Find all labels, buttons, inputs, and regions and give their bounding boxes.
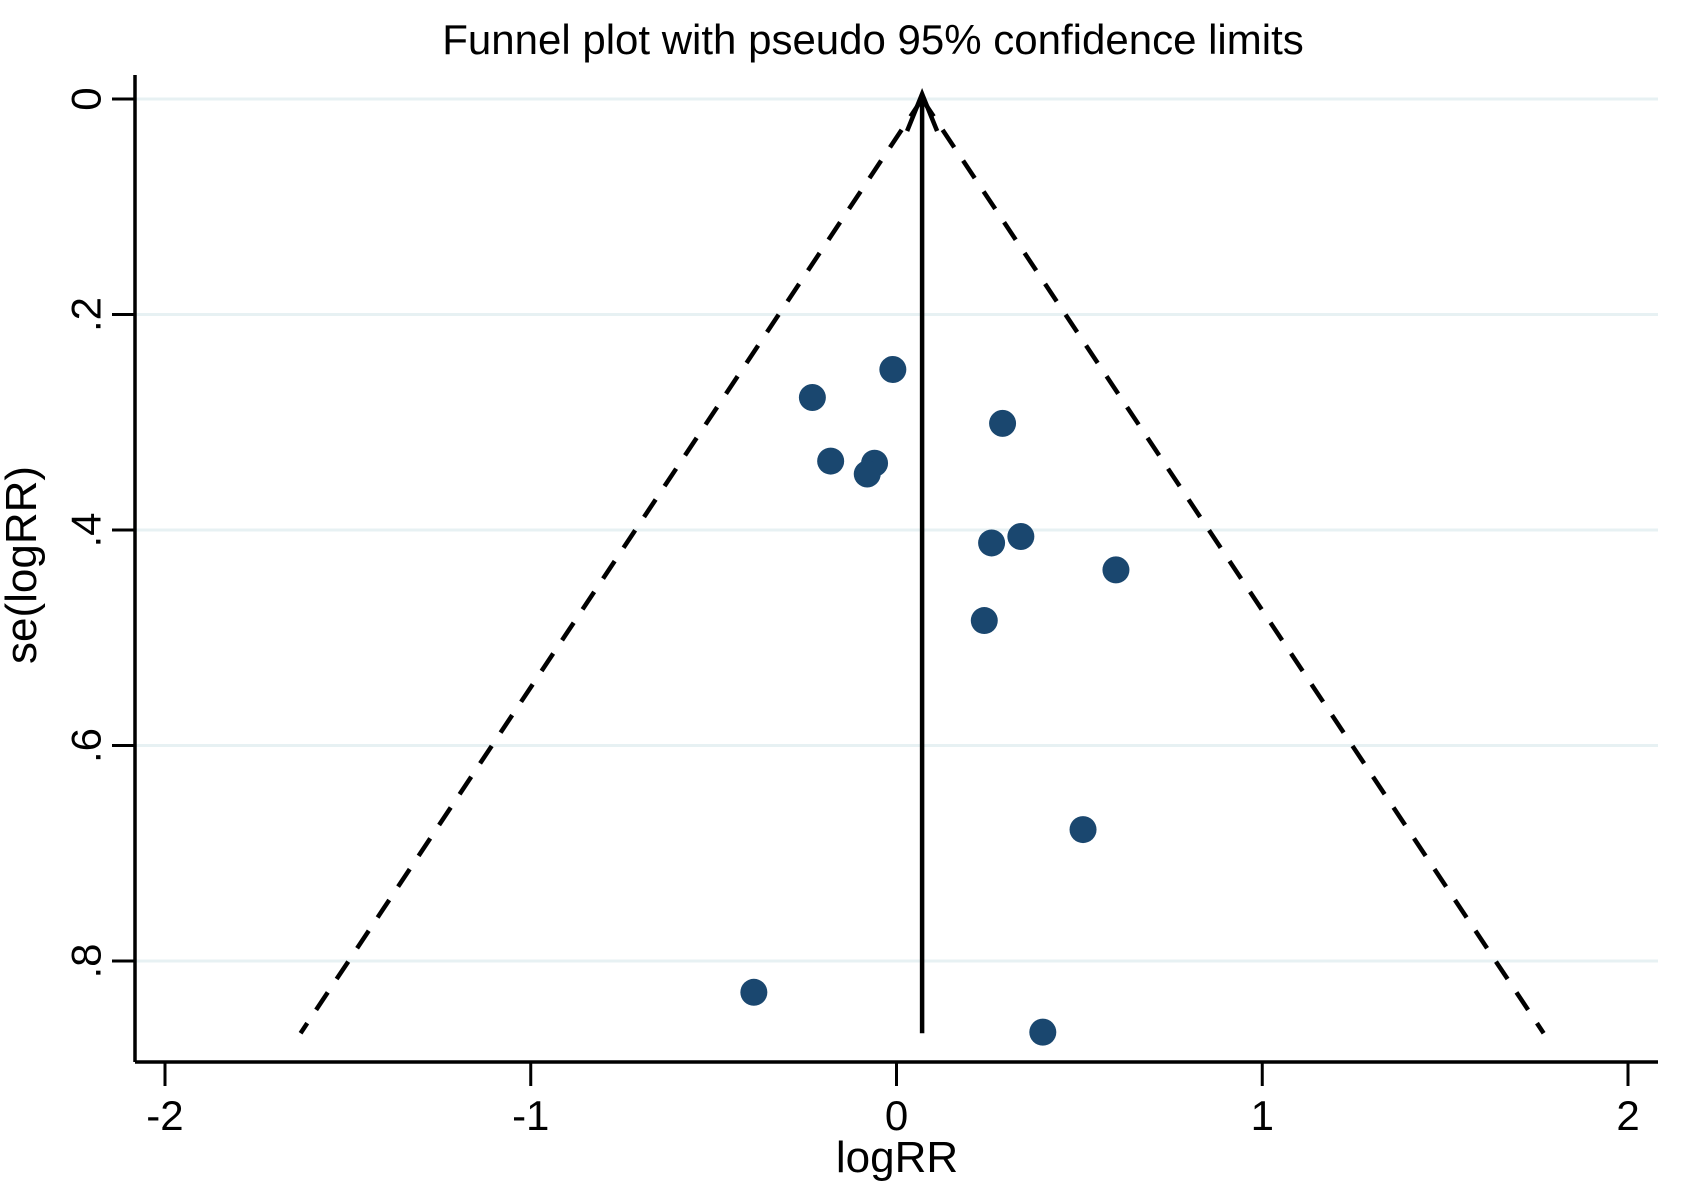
data-point (978, 529, 1006, 557)
chart-title: Funnel plot with pseudo 95% confidence l… (442, 16, 1304, 63)
ticks-group: 0 .2 .4 .6 .8 -2 -1 0 1 2 (63, 87, 1640, 1139)
gridlines-group (135, 97, 1658, 963)
data-point (879, 355, 907, 383)
data-point (853, 460, 881, 488)
x-tick-label: 0 (885, 1092, 908, 1139)
x-tick-label: -2 (146, 1092, 183, 1139)
data-point (970, 607, 998, 635)
y-tick-label: .4 (63, 513, 110, 548)
y-tick-label: 0 (63, 87, 110, 110)
data-point (740, 978, 768, 1006)
data-point (989, 409, 1017, 437)
data-point (798, 383, 826, 411)
data-point (1102, 556, 1130, 584)
funnel-ci-right-line (920, 97, 1546, 1035)
x-tick-label: 1 (1251, 1092, 1274, 1139)
scatter-points-group (740, 355, 1130, 1046)
x-tick-label: 2 (1616, 1092, 1639, 1139)
axes-group (133, 75, 1658, 1064)
data-point (1069, 816, 1097, 844)
y-tick-label: .2 (63, 297, 110, 332)
arrowhead-icon (905, 88, 940, 132)
data-point (817, 447, 845, 475)
x-tick-label: -1 (512, 1092, 549, 1139)
data-point (1007, 522, 1035, 550)
data-point (1029, 1018, 1057, 1046)
funnel-lines-group (298, 88, 1546, 1035)
y-axis-label: se(logRR) (0, 466, 46, 664)
y-tick-label: .8 (63, 944, 110, 979)
y-tick-label: .6 (63, 728, 110, 763)
x-axis-label: logRR (836, 1133, 958, 1182)
funnel-ci-left-line (298, 97, 924, 1035)
